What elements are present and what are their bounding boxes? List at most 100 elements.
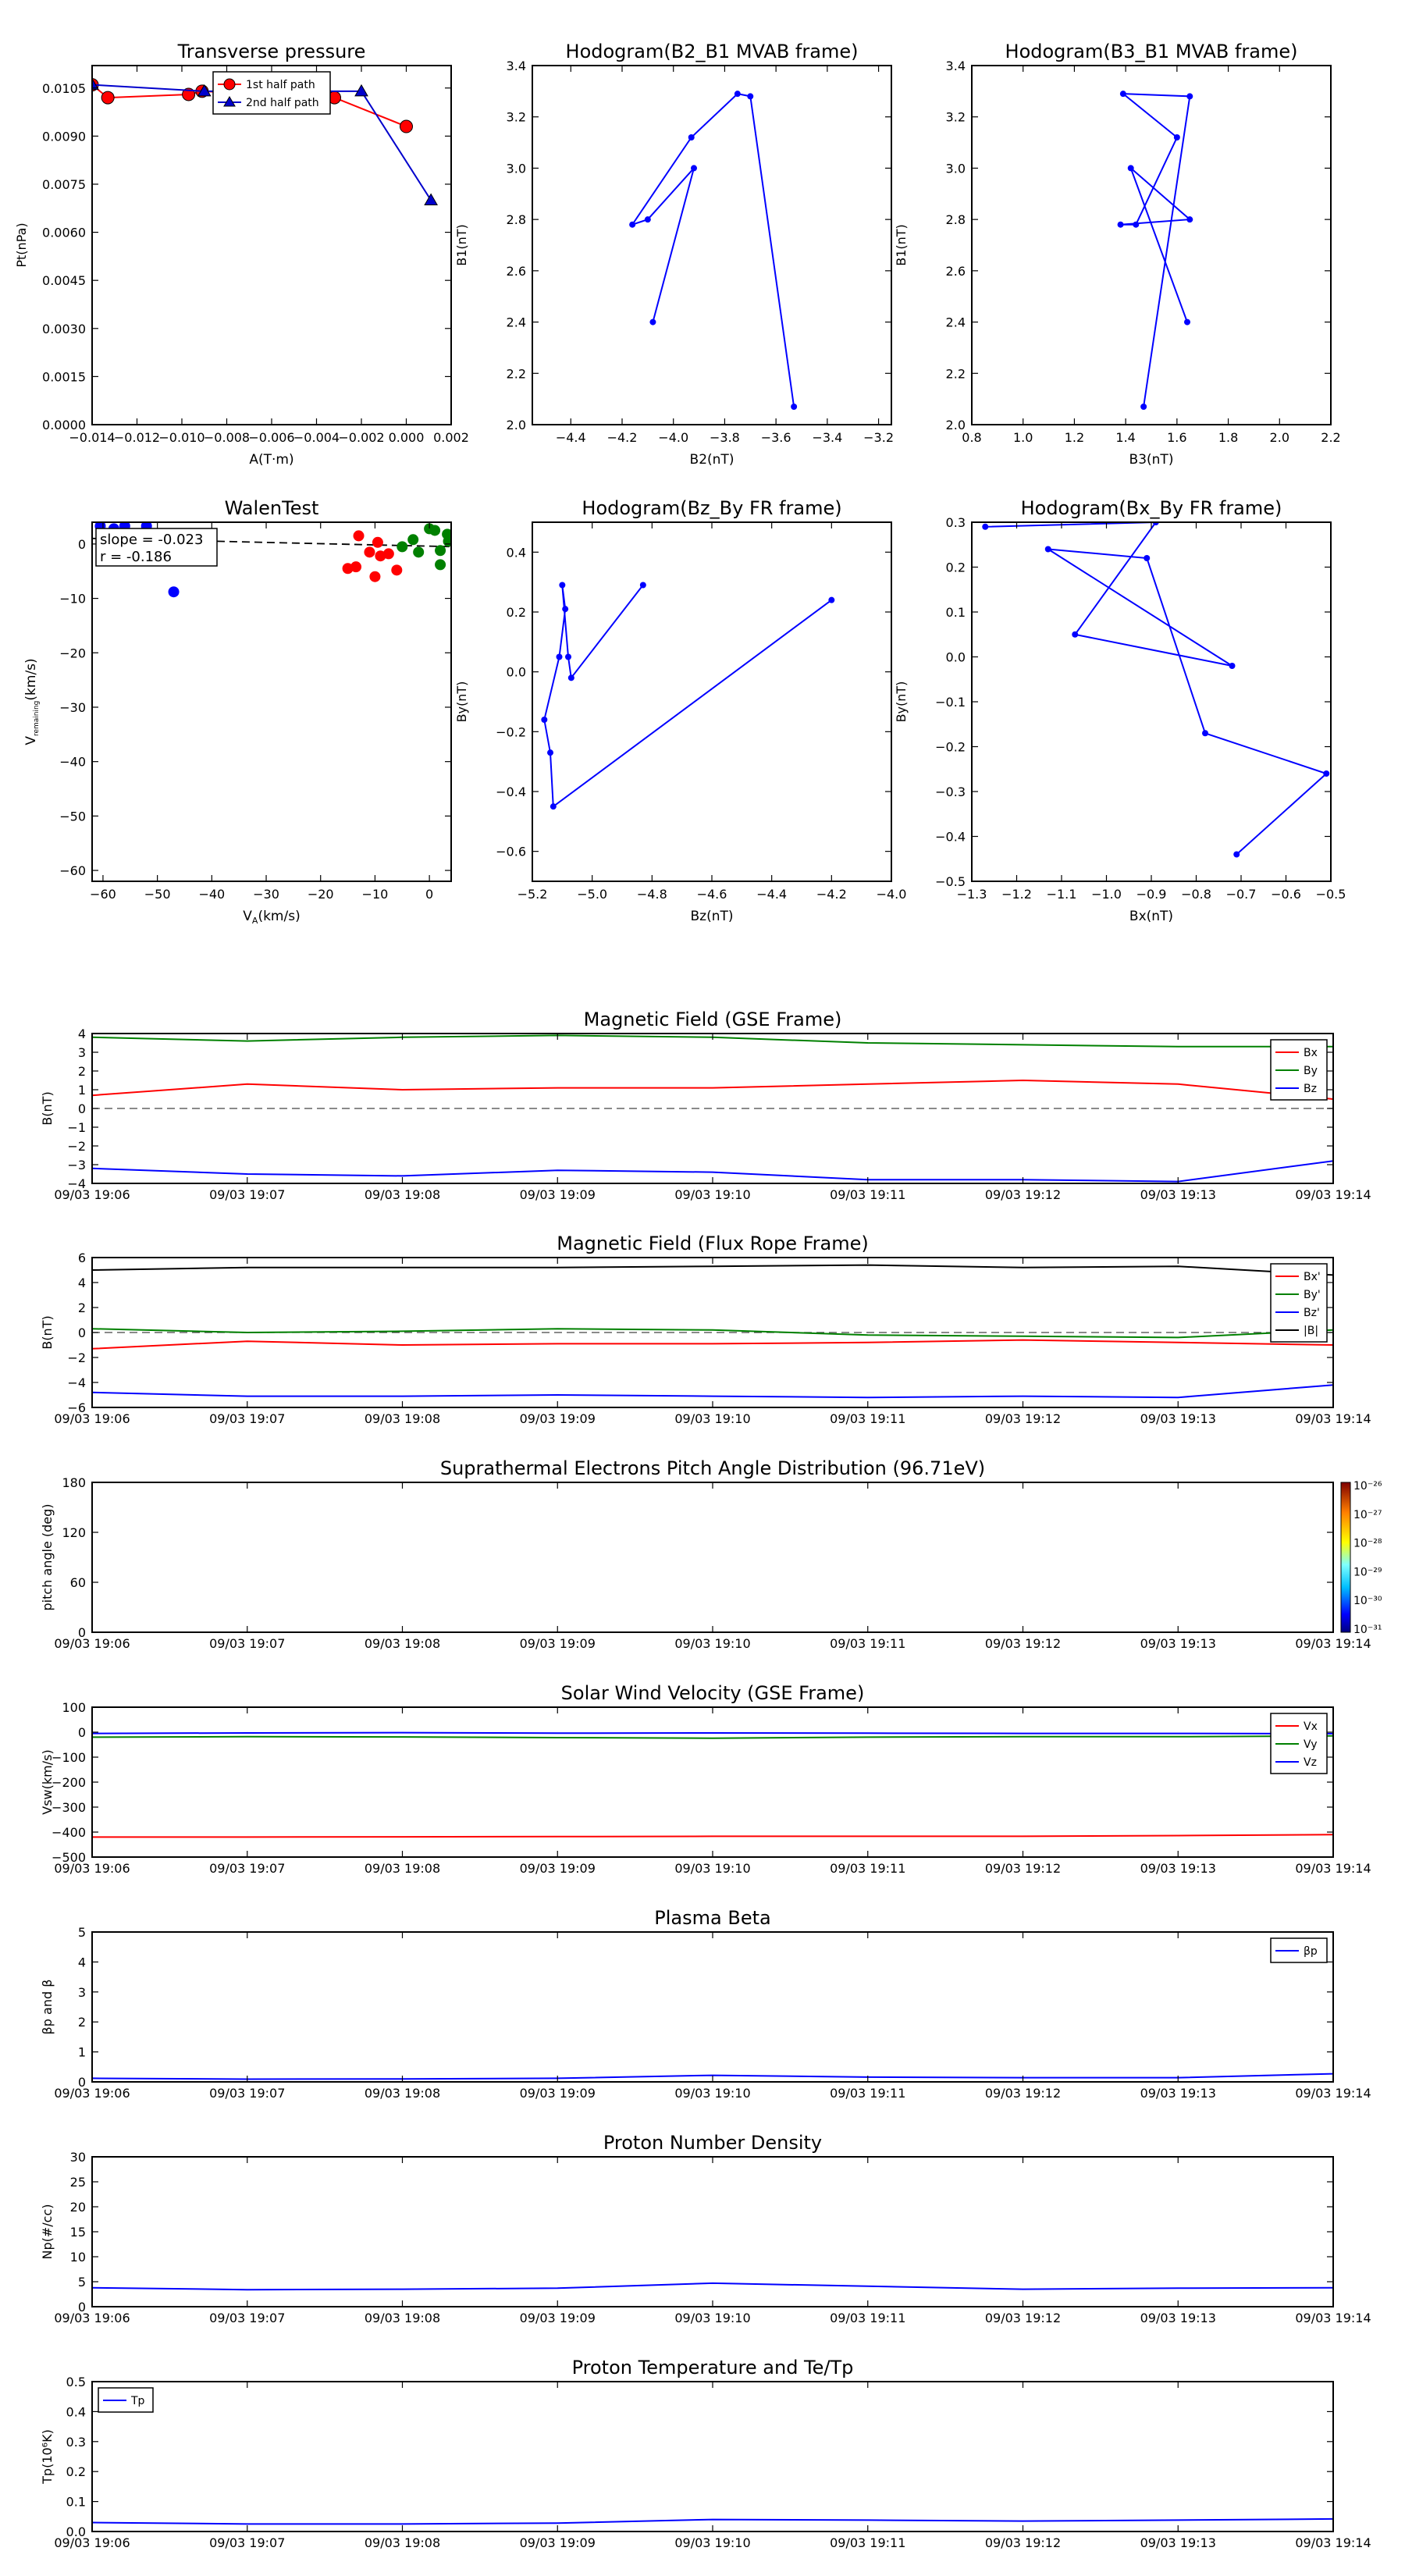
chart-title: Hodogram(B2_B1 MVAB frame) [566,41,859,62]
y-tick-label: 3 [78,1985,86,2000]
data-point [559,582,566,589]
x-tick-label: 09/03 19:07 [209,2086,285,2101]
colorbar-label: 10⁻³¹ [1353,1624,1382,1636]
series-line-βp [92,2073,1333,2080]
y-axis-label: B(nT) [40,1091,55,1125]
x-tick-label: 09/03 19:06 [54,2086,130,2101]
data-point [1072,631,1079,638]
y-tick-label: −2 [67,1139,86,1154]
data-point [1144,555,1151,561]
x-tick-label: 09/03 19:07 [209,1411,285,1426]
axes-frame [91,1482,1334,1633]
legend-marker [223,78,236,91]
panel-p1: Transverse pressure−0.014−0.012−0.010−0.… [14,41,469,468]
panel-p2: Hodogram(B2_B1 MVAB frame) −4.4 −4.2 −4.0 −3… [454,41,894,468]
x-tick-label: 0.000 [389,430,425,445]
y-tick-label: −30 [59,700,86,715]
y-tick-label: 0 [78,1101,86,1116]
x-tick-label: −0.002 [338,430,384,445]
x-tick-label: 09/03 19:13 [1140,1187,1216,1202]
series-line-0 [630,93,795,407]
x-tick-label: 09/03 19:10 [674,2311,750,2325]
x-tick-label: 09/03 19:12 [985,2086,1061,2101]
plot-area [92,2517,1333,2525]
data-point [168,586,180,598]
x-tick-label: −30 [253,887,279,902]
y-tick-label: 0.0045 [42,273,86,288]
y-tick-label: −0.4 [496,785,526,799]
y-tick-label: 2.2 [507,366,526,381]
annotation-box [95,528,218,567]
x-tick-label: 09/03 19:14 [1295,1411,1371,1426]
x-tick-label: 09/03 19:14 [1295,2086,1371,2101]
y-tick-label: 0.4 [66,2404,86,2419]
x-tick-label: 09/03 19:13 [1140,2535,1216,2550]
slope-annotation: slope = -0.023 [100,532,203,548]
y-axis-label: B(nT) [40,1315,55,1349]
data-point [734,91,741,98]
plot-area [92,1034,1333,1183]
data-point [550,803,557,810]
x-tick-label: −0.014 [69,430,115,445]
x-tick-label: 09/03 19:12 [985,1411,1061,1426]
x-tick-label: 0.002 [433,430,469,445]
data-point [567,674,574,681]
axes-frame [971,65,1332,425]
x-tick-label: 09/03 19:10 [674,1411,750,1426]
y-tick-label: 0.0105 [42,81,86,96]
data-point [342,563,354,575]
y-tick-label: −0.2 [935,740,966,755]
series-line-Bz [92,1160,1333,1183]
panel-p3: Hodogram(B3_B1 MVAB frame) 0.8 1.0 1.2 1.4 1.… [894,41,1341,468]
colorbar-label: 10⁻²⁷ [1353,1509,1382,1521]
data-point [382,548,394,560]
axes-frame [91,1257,1334,1408]
y-axis-label-sub: remaining [33,701,41,736]
legend-label: Bx' [1304,1271,1321,1283]
x-tick-label: 2.2 [1321,430,1340,445]
chart-title: Suprathermal Electrons Pitch Angle Distr… [440,1457,985,1479]
y-tick-label: 3 [78,1045,86,1060]
panel-t4: Solar Wind Velocity (GSE Frame) 09/03 19:… [40,1682,1371,1876]
x-tick-label: −3.4 [812,430,842,445]
y-tick-label: 2.6 [946,264,966,279]
axes-frame [532,521,892,882]
x-tick-label: 09/03 19:11 [830,1636,905,1651]
y-tick-label: 0.1 [946,605,966,620]
x-tick-label: 09/03 19:14 [1295,2311,1371,2325]
data-point [644,216,651,223]
data-point [541,717,548,723]
x-tick-label: 09/03 19:07 [209,2535,285,2550]
panel-p4: WalenTest −60 −50 −40 −30 −20 −10 0 −60 −50 −40 −30… [23,497,452,926]
panel-t2: Magnetic Field (Flux Rope Frame) 09/03 19… [40,1233,1371,1426]
chart-title: Plasma Beta [654,1907,770,1929]
x-tick-label: −4.8 [637,887,667,902]
y-tick-label: 0.3 [946,515,966,530]
y-tick-label: 0.0015 [42,369,86,384]
x-tick-label: 09/03 19:09 [520,2311,596,2325]
data-point [791,404,798,410]
x-axis-label-sub: A [252,916,258,926]
x-tick-label: 09/03 19:07 [209,1636,285,1651]
x-tick-label: −1.0 [1091,887,1122,902]
data-point [1233,851,1240,858]
data-point [556,653,563,660]
y-tick-label: 0.2 [946,560,966,575]
legend: Bx' By' Bz' |B| [1270,1263,1328,1343]
x-tick-label: −50 [144,887,171,902]
x-tick-label: −3.6 [761,430,791,445]
x-tick-label: 09/03 19:13 [1140,1861,1216,1876]
x-axis-label: VA(km/s) [243,909,300,926]
legend: Bx By Bz [1270,1039,1328,1101]
x-tick-label: 1.2 [1065,430,1084,445]
y-tick-label: 4 [78,1276,86,1290]
y-tick-label: 1 [78,2045,86,2060]
x-tick-label: 09/03 19:06 [54,1636,130,1651]
x-tick-label: −0.7 [1226,887,1257,902]
x-tick-label: −4.4 [556,430,586,445]
x-tick-label: −4.0 [877,887,907,902]
y-tick-label: 1 [78,1083,86,1098]
data-point [391,564,403,576]
x-tick-label: −4.2 [816,887,847,902]
data-point [197,84,212,97]
